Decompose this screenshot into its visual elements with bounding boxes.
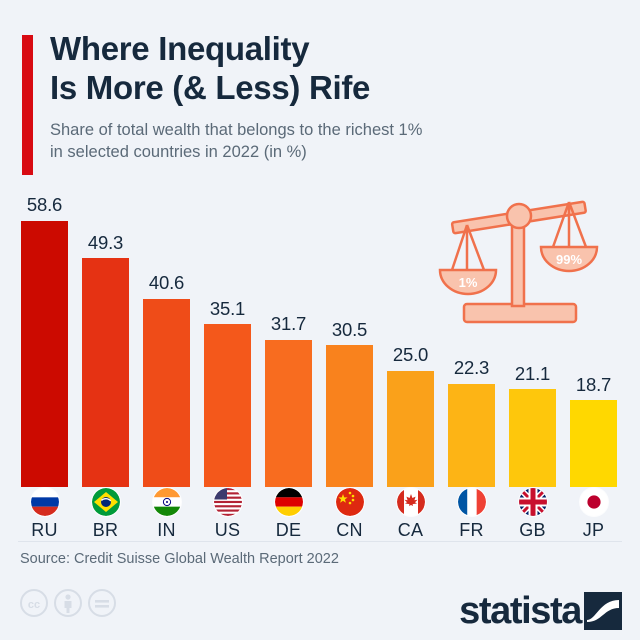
scale-left-label: 1% (459, 275, 478, 290)
bar-value-label: 21.1 (514, 362, 551, 384)
bar-column: 40.6 (136, 196, 197, 487)
page-title: Where Inequality Is More (& Less) Rife (50, 30, 371, 106)
flag-jp-icon (579, 488, 608, 516)
bar-us[interactable] (204, 324, 251, 487)
bar-column: 25.0 (380, 196, 441, 487)
axis-column: BR (75, 488, 136, 541)
flag-fr-icon (457, 488, 486, 516)
axis-column: DE (258, 488, 319, 541)
bar-value-label: 35.1 (209, 297, 246, 319)
svg-text:cc: cc (28, 599, 40, 611)
flag-cn-icon (335, 488, 364, 516)
axis-column: CA (380, 488, 441, 541)
cc-icon: cc (19, 588, 49, 618)
cc-by-icon (53, 588, 83, 618)
flag-br-icon (91, 488, 120, 516)
page-subtitle: Share of total wealth that belongs to th… (50, 121, 423, 162)
bar-chart-plot-area: 58.6 49.3 40.6 35.1 31.7 30.5 25.0 22.3 21.1 18.7 (14, 194, 626, 487)
bar-cn[interactable] (326, 345, 373, 487)
axis-label-de: DE (275, 520, 302, 540)
bar-column: 18.7 (563, 196, 624, 487)
title-accent-bar (22, 35, 33, 175)
bar-chart: 58.6 49.3 40.6 35.1 31.7 30.5 25.0 22.3 21.1 18.7 (14, 194, 626, 496)
bar-chart-axis: RU BR IN US DE CN CA FR GB JP (14, 488, 626, 541)
bar-value-label: 22.3 (453, 357, 490, 378)
bar-value-label: 58.6 (26, 194, 63, 215)
bar-ru[interactable] (21, 220, 68, 487)
bar-gb[interactable] (509, 389, 556, 487)
flag-in-icon (152, 488, 181, 516)
axis-column: CN (319, 488, 380, 541)
axis-label-fr: FR (459, 520, 484, 540)
header: Where Inequality Is More (& Less) Rife S… (22, 30, 612, 175)
bar-value-label: 18.7 (575, 373, 612, 395)
bar-value-label: 31.7 (270, 313, 307, 335)
bar-value-label: 25.0 (392, 344, 429, 366)
scale-right-label: 99% (556, 252, 582, 267)
axis-column: JP (563, 488, 624, 541)
axis-column: IN (136, 488, 197, 541)
bar-value-label: 49.3 (87, 231, 124, 253)
flag-ca-icon (396, 488, 425, 516)
bar-value-label: 40.6 (148, 272, 185, 294)
bar-de[interactable] (265, 339, 312, 487)
footer-divider (18, 541, 622, 542)
axis-label-ru: RU (31, 520, 58, 540)
balance-scales-illustration: 1% 99% (434, 192, 606, 328)
axis-column: RU (14, 488, 75, 541)
bar-jp[interactable] (570, 400, 617, 487)
flag-us-icon (213, 488, 242, 516)
axis-label-br: BR (92, 520, 119, 540)
bar-column: 30.5 (319, 196, 380, 487)
statista-logo: statista (459, 592, 622, 630)
bar-column: 31.7 (258, 196, 319, 487)
statista-wordmark: statista (459, 590, 582, 632)
bar-ca[interactable] (387, 370, 434, 487)
bar-column: 58.6 (14, 194, 75, 487)
bar-fr[interactable] (448, 383, 495, 487)
axis-label-ca: CA (397, 520, 424, 540)
bar-column: 49.3 (75, 196, 136, 487)
header-text: Where Inequality Is More (& Less) Rife S… (50, 30, 612, 164)
axis-label-gb: GB (519, 520, 546, 540)
cc-nd-icon (87, 588, 117, 618)
bar-column: 35.1 (197, 196, 258, 487)
bar-br[interactable] (82, 258, 129, 487)
flag-gb-icon (518, 488, 547, 516)
axis-column: FR (441, 488, 502, 541)
bar-in[interactable] (143, 298, 190, 487)
axis-label-cn: CN (336, 520, 363, 540)
flag-de-icon (274, 488, 303, 516)
flag-ru-icon (30, 488, 59, 516)
license-icons: cc (19, 588, 117, 618)
bar-value-label: 30.5 (331, 318, 368, 340)
axis-column: US (197, 488, 258, 541)
statista-mark-icon (584, 592, 622, 630)
bar-column: 22.3 (441, 196, 502, 487)
axis-label-jp: JP (582, 520, 605, 540)
axis-column: GB (502, 488, 563, 541)
bar-column: 21.1 (502, 196, 563, 487)
source-note: Source: Credit Suisse Global Wealth Repo… (20, 551, 339, 567)
axis-label-in: IN (157, 520, 176, 540)
axis-label-us: US (214, 520, 241, 540)
